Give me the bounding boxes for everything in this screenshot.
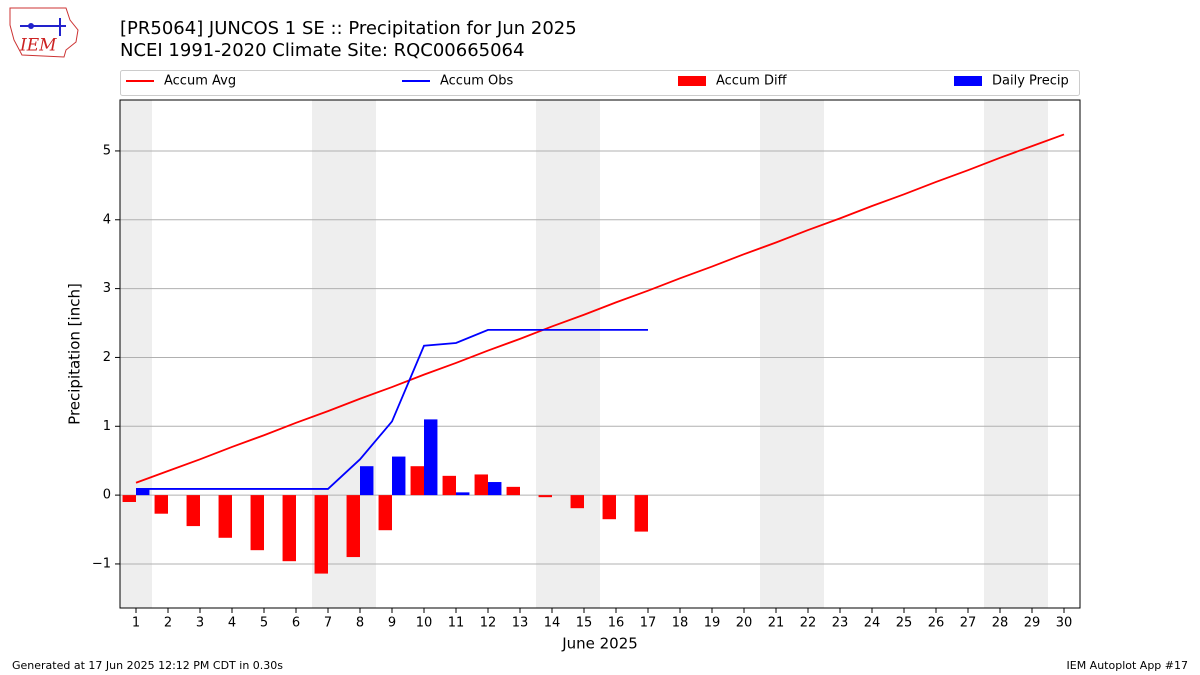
bar (456, 492, 470, 496)
x-tick-label: 8 (356, 616, 364, 631)
logo: IEM (9, 7, 79, 58)
bar (346, 495, 360, 558)
x-tick-label: 19 (704, 616, 721, 631)
shade-band (536, 100, 568, 608)
shade-band (1016, 100, 1048, 608)
bar (506, 486, 520, 496)
line (136, 329, 648, 490)
x-tick-label: 11 (448, 616, 465, 631)
bar (538, 495, 552, 498)
bar (136, 488, 150, 496)
y-tick-label: 1 (103, 419, 111, 434)
x-tick-label: 15 (576, 616, 593, 631)
shade-band (984, 100, 1016, 608)
bar (378, 495, 392, 531)
x-tick-label: 10 (416, 616, 433, 631)
legend-label: Daily Precip (992, 74, 1069, 89)
bar (186, 495, 200, 527)
bar (314, 495, 328, 574)
x-tick-label: 9 (388, 616, 396, 631)
bar (424, 419, 438, 496)
x-tick-label: 16 (608, 616, 625, 631)
bar (250, 495, 264, 551)
bar (410, 466, 424, 496)
x-tick-label: 18 (672, 616, 689, 631)
x-tick-label: 14 (544, 616, 561, 631)
x-tick-label: 23 (832, 616, 849, 631)
bar (570, 495, 584, 509)
chart-title: [PR5064] JUNCOS 1 SE :: Precipitation fo… (120, 18, 577, 39)
legend-swatch (678, 76, 706, 86)
legend-swatch (954, 76, 982, 86)
legend-label: Accum Avg (164, 74, 236, 89)
chart-subtitle: NCEI 1991-2020 Climate Site: RQC00665064 (120, 40, 524, 61)
y-tick-label: 2 (103, 350, 111, 365)
shade-band (760, 100, 792, 608)
bar (634, 495, 648, 532)
x-tick-label: 22 (800, 616, 817, 631)
x-tick-label: 3 (196, 616, 204, 631)
x-tick-label: 29 (1024, 616, 1041, 631)
x-tick-label: 25 (896, 616, 913, 631)
shade-band (120, 100, 152, 608)
x-tick-label: 28 (992, 616, 1009, 631)
y-axis-label: Precipitation [inch] (66, 283, 84, 425)
line (135, 133, 1065, 484)
bar (218, 495, 232, 538)
x-tick-label: 26 (928, 616, 945, 631)
x-tick-label: 4 (228, 616, 236, 631)
plot-frame (119, 99, 1081, 609)
bar (488, 482, 502, 496)
bar (392, 456, 406, 496)
x-tick-label: 5 (260, 616, 268, 631)
shade-band (792, 100, 824, 608)
legend-box (120, 70, 1080, 96)
bar (154, 495, 168, 514)
bar (360, 466, 374, 496)
x-tick-label: 30 (1056, 616, 1073, 631)
x-tick-label: 17 (640, 616, 657, 631)
x-tick-label: 27 (960, 616, 977, 631)
x-tick-label: 1 (132, 616, 140, 631)
y-tick-label: 4 (103, 212, 111, 227)
y-tick-label: 5 (103, 143, 111, 158)
x-tick-label: 12 (480, 616, 497, 631)
x-tick-label: 13 (512, 616, 529, 631)
bar (442, 475, 456, 496)
y-tick-label: −1 (92, 556, 111, 571)
footer-left: Generated at 17 Jun 2025 12:12 PM CDT in… (12, 659, 283, 672)
bar (474, 474, 488, 496)
x-tick-label: 6 (292, 616, 300, 631)
y-tick-label: 3 (103, 281, 111, 296)
legend-label: Accum Obs (440, 74, 513, 89)
footer-right: IEM Autoplot App #17 (1067, 659, 1189, 672)
x-tick-label: 20 (736, 616, 753, 631)
bar (602, 495, 616, 520)
y-tick-label: 0 (103, 488, 111, 503)
bar (122, 495, 136, 502)
bar (282, 495, 296, 562)
shade-band (568, 100, 600, 608)
x-tick-label: 7 (324, 616, 332, 631)
x-tick-label: 2 (164, 616, 172, 631)
x-tick-label: 24 (864, 616, 881, 631)
x-tick-label: 21 (768, 616, 785, 631)
x-axis-label: June 2025 (561, 635, 638, 653)
legend-label: Accum Diff (716, 74, 788, 89)
logo-text: IEM (19, 36, 57, 56)
